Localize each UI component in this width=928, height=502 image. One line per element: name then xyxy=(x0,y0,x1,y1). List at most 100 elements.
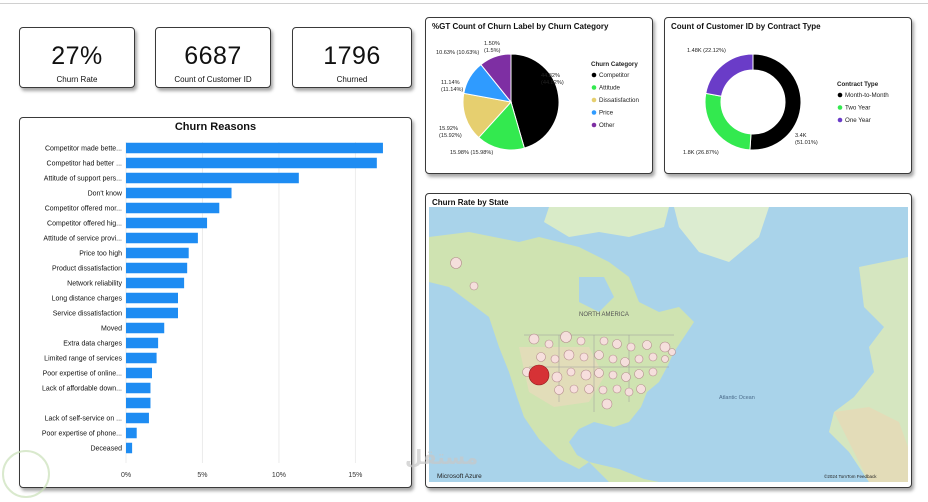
y-category-label: Competitor had better ... xyxy=(47,161,123,168)
bar[interactable] xyxy=(126,262,188,274)
state-bubble[interactable] xyxy=(599,336,609,346)
bar[interactable] xyxy=(126,232,198,244)
bar[interactable] xyxy=(126,412,149,424)
state-bubble[interactable] xyxy=(626,342,636,352)
bar[interactable] xyxy=(126,292,178,304)
legend-item[interactable]: Dissatisfaction xyxy=(599,97,639,104)
bar[interactable] xyxy=(126,187,232,199)
slice[interactable] xyxy=(478,101,525,151)
state-bubble[interactable] xyxy=(598,385,608,395)
state-bubble[interactable] xyxy=(554,385,564,395)
state-bubble[interactable] xyxy=(661,355,669,363)
bar[interactable] xyxy=(126,172,299,184)
state-bubble[interactable] xyxy=(621,372,631,382)
contract-type-donut: 3.4K(51.01%) 1.8K (26.87%) 1.48K (22.12%) C… xyxy=(683,48,889,156)
y-category-label: Attitude of support pers... xyxy=(44,176,122,183)
state-bubble[interactable] xyxy=(601,398,613,410)
bar[interactable] xyxy=(126,142,383,154)
state-bubble[interactable] xyxy=(648,352,658,362)
churn-category-pie-card[interactable]: %GT Count of Churn Label by Churn Catego… xyxy=(425,17,653,174)
state-bubble[interactable] xyxy=(469,281,479,291)
bar[interactable] xyxy=(126,322,165,334)
y-category-label: Competitor offered mor... xyxy=(45,206,122,213)
state-bubble[interactable] xyxy=(580,369,592,381)
watermark-text: مستقل xyxy=(405,447,479,469)
bar[interactable] xyxy=(126,352,157,364)
kpi-customer-count[interactable]: 6687 Count of Customer ID xyxy=(155,27,271,88)
state-bubble[interactable] xyxy=(450,257,462,269)
churn-map-card[interactable]: Churn Rate by State NORTH AMERICA Atlant… xyxy=(425,193,912,488)
y-category-label: Don't know xyxy=(88,191,123,198)
slice[interactable] xyxy=(462,92,512,139)
state-bubble[interactable] xyxy=(612,339,622,349)
state-bubble[interactable] xyxy=(659,341,671,353)
data-label: 15.92% xyxy=(439,126,458,132)
state-bubble[interactable] xyxy=(636,384,646,394)
legend-item[interactable]: Month-to-Month xyxy=(845,92,889,99)
state-bubble[interactable] xyxy=(528,364,550,386)
state-bubble[interactable] xyxy=(550,354,560,364)
north-america-label: NORTH AMERICA xyxy=(579,312,629,318)
state-bubble[interactable] xyxy=(624,387,634,397)
contract-type-donut-card[interactable]: Count of Customer ID by Contract Type 3.… xyxy=(664,17,912,174)
slice[interactable] xyxy=(705,53,754,97)
legend-item[interactable]: Other xyxy=(599,122,614,129)
kpi-churn-rate[interactable]: 27% Churn Rate xyxy=(19,27,135,88)
state-bubble[interactable] xyxy=(528,333,540,345)
bar[interactable] xyxy=(126,397,151,409)
bar[interactable] xyxy=(126,247,189,259)
y-category-label: Lack of affordable down... xyxy=(42,386,122,393)
legend-item[interactable]: Attitude xyxy=(599,85,621,92)
state-bubble[interactable] xyxy=(576,336,586,346)
churn-category-pie: 44.82%(44.82%) 15.98% (15.98%) 15.92%(15.9… xyxy=(436,41,639,156)
state-bubble[interactable] xyxy=(536,352,546,362)
state-bubble[interactable] xyxy=(634,369,644,379)
legend-item[interactable]: Two Year xyxy=(845,105,870,112)
state-bubble[interactable] xyxy=(608,370,618,380)
map-copyright[interactable]: ©2024 TomTom Feedback xyxy=(824,473,877,479)
state-bubble[interactable] xyxy=(566,367,576,377)
bar[interactable] xyxy=(126,307,178,319)
bar[interactable] xyxy=(126,427,137,439)
state-bubble[interactable] xyxy=(608,354,618,364)
slice[interactable] xyxy=(480,53,512,104)
churn-map[interactable]: NORTH AMERICA Atlantic Ocean Microsoft A… xyxy=(429,207,908,482)
state-bubble[interactable] xyxy=(594,350,604,360)
bar[interactable] xyxy=(126,277,185,289)
data-label: 1.48K (22.12%) xyxy=(687,48,726,54)
bar[interactable] xyxy=(126,202,220,214)
x-tick-label: 5% xyxy=(197,472,207,479)
state-bubble[interactable] xyxy=(584,384,594,394)
state-bubble[interactable] xyxy=(551,371,563,383)
data-label: 10.63% (10.63%) xyxy=(436,50,479,56)
data-label: 1.8K (26.87%) xyxy=(683,150,719,156)
churn-reasons-card[interactable]: Churn Reasons 0% 5% 10% 15% Competitor made … xyxy=(19,117,412,488)
legend-item[interactable]: Competitor xyxy=(599,72,629,79)
state-bubble[interactable] xyxy=(563,349,575,361)
y-category-label: Product dissatisfaction xyxy=(52,266,122,273)
bar[interactable] xyxy=(126,157,377,169)
state-churn-bubbles[interactable] xyxy=(450,257,676,410)
legend-item[interactable]: Price xyxy=(599,110,614,117)
state-bubble[interactable] xyxy=(560,331,572,343)
slice[interactable] xyxy=(510,53,560,149)
kpi-churned[interactable]: 1796 Churned xyxy=(292,27,412,88)
state-bubble[interactable] xyxy=(544,339,554,349)
state-bubble[interactable] xyxy=(579,352,589,362)
bar[interactable] xyxy=(126,217,208,229)
state-bubble[interactable] xyxy=(594,368,604,378)
state-bubble[interactable] xyxy=(569,384,579,394)
slice[interactable] xyxy=(704,92,752,151)
state-bubble[interactable] xyxy=(620,357,630,367)
bar[interactable] xyxy=(126,442,133,454)
slice[interactable] xyxy=(749,53,802,151)
state-bubble[interactable] xyxy=(612,384,622,394)
legend-item[interactable]: One Year xyxy=(845,117,871,124)
state-bubble[interactable] xyxy=(668,348,676,356)
bar[interactable] xyxy=(126,337,159,349)
state-bubble[interactable] xyxy=(648,367,658,377)
bar[interactable] xyxy=(126,382,151,394)
state-bubble[interactable] xyxy=(642,340,652,350)
state-bubble[interactable] xyxy=(634,354,644,364)
bar[interactable] xyxy=(126,367,152,379)
